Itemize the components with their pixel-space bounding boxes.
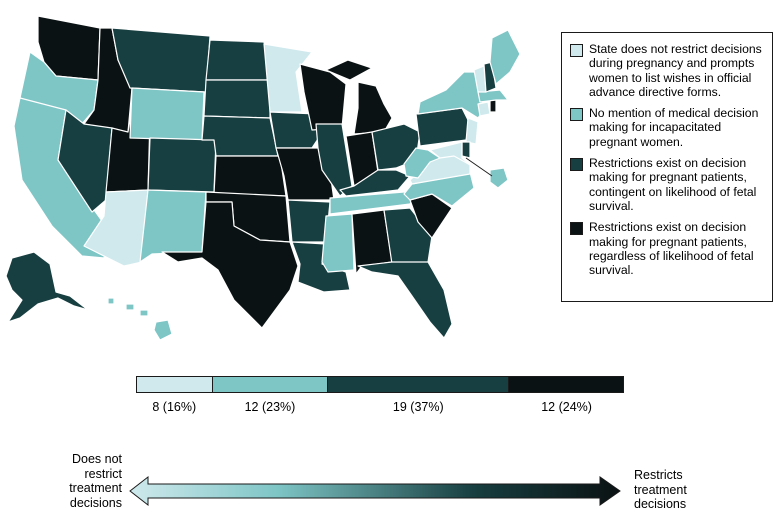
legend-item-no-mention: No mention of medical decision making fo… [570,106,764,149]
state-MS [321,213,355,273]
count-label-restrict-all: 12 (24%) [541,400,592,414]
state-KY [339,169,411,197]
state-SD [203,79,271,119]
state-WY [129,87,205,141]
scale-arrow-shape [129,475,621,507]
state-RI [489,99,497,113]
count-segment-restrict-all [508,377,623,392]
legend-label-no-mention: No mention of medical decision making fo… [589,106,759,149]
state-CT [477,101,491,117]
state-MD [429,141,473,167]
state-MA [477,89,509,103]
count-segment-contingent [327,377,509,392]
count-segment-no-mention [213,377,328,392]
legend-swatch-restrict-all [570,222,583,236]
state-ME [489,29,521,85]
state-FL [357,261,453,339]
count-label-no-mention: 12 (23%) [244,400,296,414]
count-label-no-restrict: 8 (16%) [152,400,197,414]
legend-item-restrict-all: Restrictions exist on decision making fo… [570,220,764,277]
state-AK [5,251,89,323]
state-KS [213,155,287,197]
state-MN [263,43,313,113]
legend-label-contingent: Restrictions exist on decision making fo… [589,156,757,213]
legend-label-restrict-all: Restrictions exist on decision making fo… [589,220,754,278]
state-WV [403,147,441,179]
legend-swatch-no-restrict [570,44,583,57]
state-ND [205,39,271,81]
scale-label-right: Restricts treatment decisions [634,468,687,511]
dc-leader-line [465,157,493,177]
state-DE [461,141,471,159]
legend-item-no-restrict: State does not restrict decisions during… [570,42,764,99]
legend-label-no-restrict: State does not restrict decisions during… [589,42,762,99]
state-NM [139,189,207,263]
legend-swatch-no-mention [570,108,583,122]
us-map [5,15,521,341]
restriction-scale-arrow [129,475,621,507]
legend-item-contingent: Restrictions exist on decision making fo… [570,156,764,213]
state-HI [107,297,173,341]
scale-label-left: Does not restrict treatment decisions [69,452,122,510]
legend-swatch-contingent [570,158,583,172]
legend: State does not restrict decisions during… [561,32,773,302]
count-label-contingent: 19 (37%) [392,400,444,414]
count-segment-no-restrict [137,377,214,392]
state-count-bar [136,376,624,393]
state-TX [161,201,299,329]
state-MI [325,59,393,135]
state-DC [489,167,509,189]
state-CO [147,137,217,193]
state-NJ [465,117,479,145]
state-IL [315,123,353,197]
